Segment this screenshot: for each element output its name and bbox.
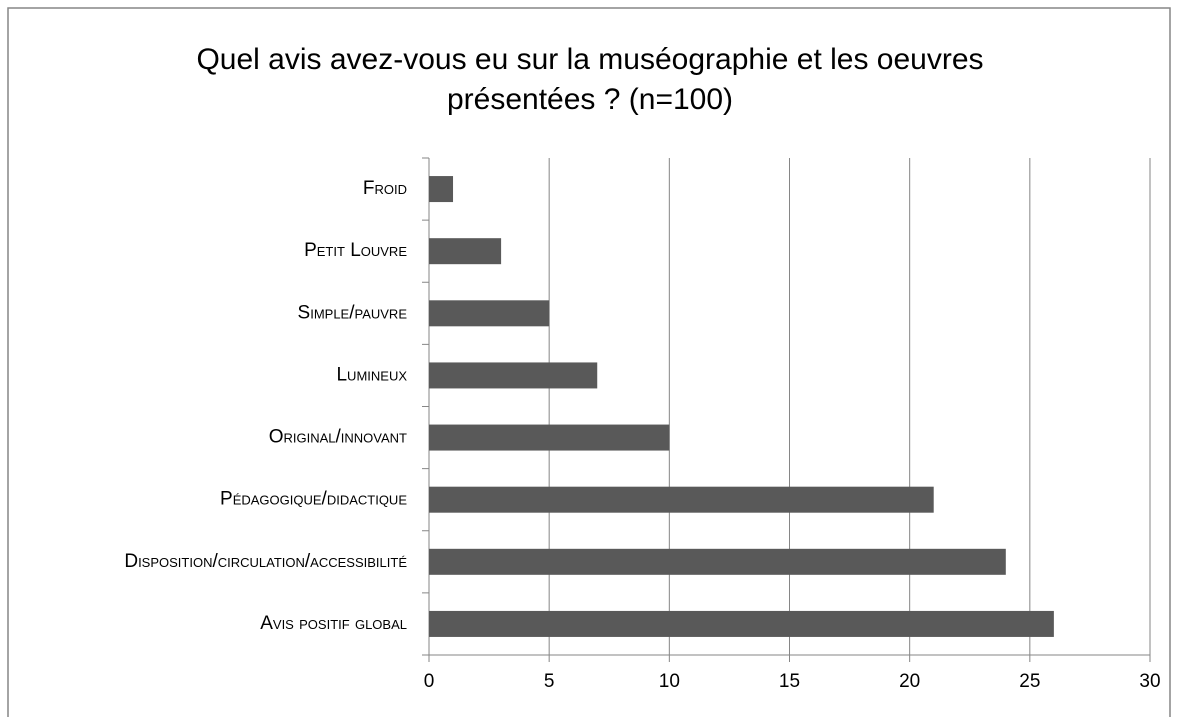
- bar: [429, 300, 550, 327]
- x-tick-label: 20: [899, 671, 920, 692]
- bar: [429, 362, 598, 389]
- x-tick-label: 15: [779, 671, 800, 692]
- y-tick-label: Lumineux: [336, 364, 407, 385]
- y-tick-label: Avis positif global: [260, 613, 407, 634]
- x-tick-label: 25: [1019, 671, 1040, 692]
- y-tick-label: Original/innovant: [269, 427, 407, 448]
- y-tick-label: Disposition/circulation/accessibilité: [124, 551, 407, 572]
- x-tick-label: 5: [544, 671, 555, 692]
- y-tick-label: Simple/pauvre: [298, 302, 408, 323]
- y-tick-label: Froid: [363, 178, 407, 199]
- chart-title: Quel avis avez-vous eu sur la muséograph…: [196, 43, 984, 116]
- bar: [429, 486, 934, 513]
- bar: [429, 610, 1054, 637]
- bar: [429, 176, 454, 203]
- chart-border: [7, 7, 1171, 717]
- x-tick-label: 10: [659, 671, 680, 692]
- x-tick-label: 0: [424, 671, 435, 692]
- bar: [429, 424, 670, 451]
- y-tick-label: Pédagogique/didactique: [220, 489, 407, 510]
- y-tick-label: Petit Louvre: [304, 240, 407, 261]
- bar: [429, 238, 502, 265]
- x-tick-label: 30: [1139, 671, 1160, 692]
- bar: [429, 548, 1006, 575]
